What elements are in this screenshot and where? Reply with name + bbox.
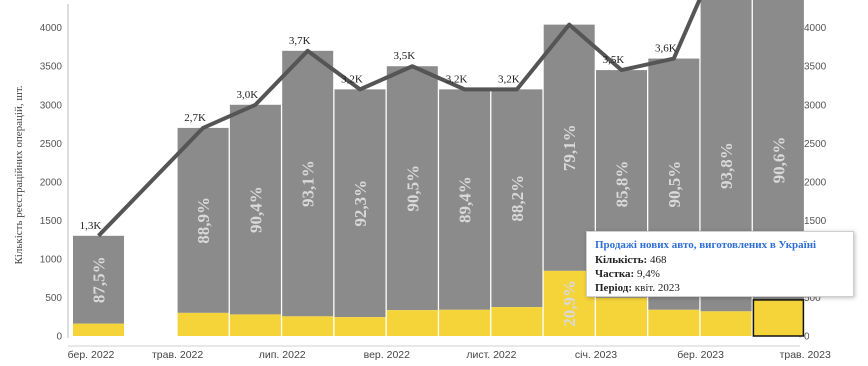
bar-percent-label: 88,2%	[508, 175, 527, 222]
bar-domestic[interactable]	[73, 323, 124, 336]
bar-domestic[interactable]	[386, 310, 438, 336]
total-label: 3,2K	[446, 73, 468, 85]
x-tick-label: лип. 2022	[259, 349, 306, 361]
bar-other[interactable]	[334, 89, 386, 318]
bar-other[interactable]	[491, 89, 543, 308]
y2-tick-label: 2500	[804, 139, 827, 150]
bar-other[interactable]	[386, 66, 438, 311]
x-tick-label: трав. 2023	[780, 349, 831, 361]
total-label: 2,7K	[184, 112, 206, 124]
y-tick-label: 500	[45, 293, 62, 304]
percent-labels-group: 87,5% 88,9% 90,4% 93,1% 92,3% 90,5% 89,4% 88,2%…	[90, 124, 789, 326]
x-tick-label: трав. 2022	[152, 349, 203, 361]
y2-tick-label: 3500	[804, 62, 827, 73]
left-y-axis: 0 500 1000 1500 2000 2500 3000 3500 4000	[40, 4, 69, 343]
x-tick-label: бер. 2022	[68, 349, 115, 361]
bar-domestic[interactable]	[752, 299, 804, 336]
bar-other[interactable]	[439, 89, 491, 310]
bar-percent-label: 90,4%	[246, 186, 265, 233]
y2-tick-label: 2000	[804, 177, 827, 188]
tooltip: Продажі нових авто, виготовлених в Украї…	[586, 231, 854, 297]
bar-domestic[interactable]	[596, 297, 647, 336]
x-tick-label: вер. 2022	[364, 349, 410, 361]
y-tick-label: 4000	[40, 23, 63, 34]
total-label: 3,5K	[603, 54, 625, 66]
bar-percent-label: 85,8%	[613, 161, 632, 208]
selected-bar-outline	[752, 299, 805, 337]
tooltip-key-count: Кількість:	[595, 254, 648, 266]
tooltip-row-share: Частка: 9,4%	[595, 267, 845, 281]
bar-domestic[interactable]	[177, 312, 229, 336]
bar-percent-label: 92,3%	[351, 180, 370, 227]
x-tick-label: січ. 2023	[575, 349, 617, 361]
tooltip-value-count: 468	[649, 254, 667, 266]
tooltip-value-share: 9,4%	[636, 268, 660, 280]
tooltip-row-period: Період: квіт. 2023	[595, 281, 845, 295]
total-label: 1,3K	[80, 220, 102, 232]
bar-domestic-percent-label: 20,9%	[560, 280, 579, 327]
bar-percent-label: 89,4%	[456, 176, 475, 223]
y2-tick-label: 0	[804, 332, 810, 343]
tooltip-row-count: Кількість: 468	[595, 253, 845, 267]
bar-other[interactable]	[177, 127, 229, 313]
y-tick-label: 1500	[40, 216, 63, 227]
bar-percent-label: 88,9%	[194, 197, 213, 244]
bar-percent-label: 93,8%	[717, 142, 736, 189]
bar-other[interactable]	[282, 50, 334, 317]
y2-tick-label: 3000	[804, 100, 827, 111]
total-labels-group: 1,3K 2,7K 3,0K 3,7K 3,2K 3,5K 3,2K 3,2K 3,5K 3,6K	[80, 35, 677, 232]
y-tick-label: 0	[56, 332, 62, 343]
bar-other[interactable]	[73, 235, 124, 324]
y2-tick-label: 4000	[804, 23, 827, 34]
bar-domestic[interactable]	[282, 316, 334, 336]
bar-percent-label: 93,1%	[299, 160, 318, 207]
tooltip-key-period: Період:	[595, 282, 633, 294]
bar-percent-label: 90,5%	[403, 165, 422, 212]
tooltip-value-period: квіт. 2023	[634, 282, 680, 294]
total-label: 3,0K	[237, 89, 259, 101]
total-line	[97, 0, 702, 238]
bar-domestic[interactable]	[491, 307, 543, 336]
y-tick-label: 2500	[40, 139, 63, 150]
bar-domestic[interactable]	[700, 311, 752, 336]
bar-domestic[interactable]	[439, 309, 491, 336]
total-line-group	[97, 0, 702, 238]
tooltip-key-share: Частка:	[595, 268, 635, 280]
total-label: 3,2K	[341, 73, 363, 85]
y-tick-label: 2000	[40, 177, 63, 188]
y-tick-label: 1000	[40, 254, 63, 265]
y-axis-label: Кількість реєстраційних операцій, шт.	[13, 85, 25, 264]
x-tick-label: лист. 2022	[466, 349, 516, 361]
total-label: 3,2K	[498, 73, 520, 85]
bar-percent-label: 87,5%	[90, 256, 109, 303]
bar-domestic[interactable]	[334, 317, 386, 336]
bar-domestic[interactable]	[229, 314, 281, 336]
total-label: 3,6K	[655, 43, 677, 55]
y2-tick-label: 500	[804, 293, 821, 304]
total-label: 3,7K	[289, 35, 311, 47]
tooltip-title: Продажі нових авто, виготовлених в Украї…	[595, 239, 817, 251]
x-tick-label: бер. 2023	[677, 349, 724, 361]
bar-other[interactable]	[543, 24, 595, 271]
bar-percent-label: 79,1%	[560, 124, 579, 171]
y-tick-label: 3000	[40, 100, 63, 111]
y2-tick-label: 1500	[804, 216, 827, 227]
bar-percent-label: 90,6%	[769, 137, 788, 184]
total-label: 3,5K	[393, 50, 415, 62]
x-axis: бер. 2022 трав. 2022 лип. 2022 вер. 2022 лис…	[68, 345, 831, 361]
bar-other[interactable]	[229, 104, 281, 315]
y-tick-label: 3500	[40, 62, 63, 73]
bar-percent-label: 90,5%	[665, 161, 684, 208]
bar-domestic[interactable]	[648, 309, 700, 336]
